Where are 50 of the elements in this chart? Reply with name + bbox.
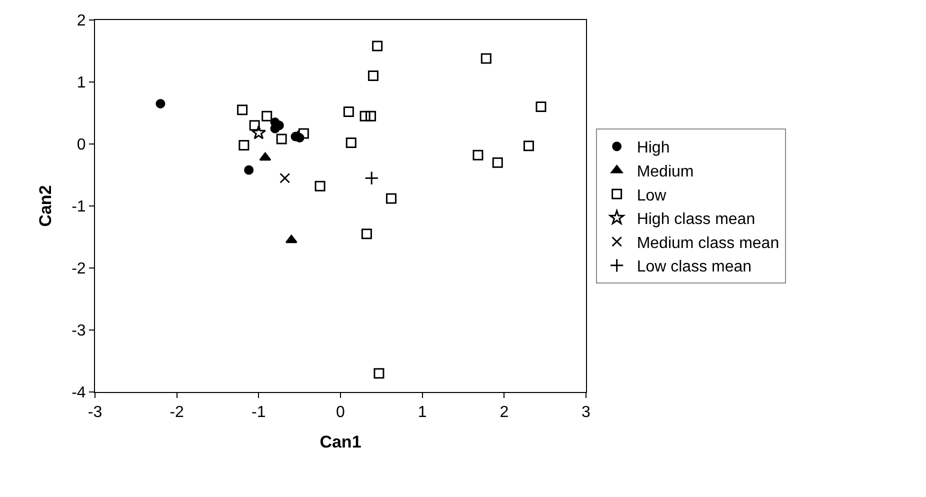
point — [361, 228, 372, 240]
legend-label: Low — [636, 187, 667, 204]
point — [472, 150, 484, 160]
point — [366, 110, 376, 122]
y-tick-label: 0 — [76, 136, 86, 154]
legend-label: Low class mean — [636, 258, 752, 276]
point — [536, 102, 546, 112]
point — [276, 134, 287, 144]
x-tick-label: -2 — [170, 404, 184, 422]
y-tick-label: -3 — [72, 322, 86, 340]
legend-label: High — [636, 140, 670, 157]
point — [298, 128, 309, 139]
point — [480, 53, 492, 64]
point — [343, 106, 354, 118]
point — [360, 110, 370, 122]
x-tick-label: 1 — [418, 404, 427, 422]
y-tick-label: 2 — [76, 12, 86, 30]
point — [492, 157, 503, 168]
y-tick-label: -4 — [72, 384, 86, 402]
x-tick-label: -1 — [252, 404, 266, 422]
point — [372, 40, 383, 52]
point — [237, 104, 248, 116]
point — [285, 234, 298, 244]
legend-label: Medium — [636, 163, 694, 180]
point — [314, 180, 326, 192]
y-tick-label: -2 — [72, 260, 86, 278]
point — [374, 368, 384, 379]
point — [368, 70, 378, 82]
point — [523, 140, 534, 152]
point — [244, 165, 254, 175]
x-tick-label: 3 — [582, 404, 591, 422]
legend-label: High class mean — [636, 211, 756, 228]
point — [156, 98, 166, 108]
point — [238, 140, 250, 150]
legend-label: Medium class mean — [636, 234, 780, 252]
point — [280, 172, 290, 184]
y-axis-title: Can2 — [36, 185, 56, 227]
point — [262, 110, 272, 122]
x-tick-label: 0 — [336, 404, 346, 422]
point — [364, 171, 379, 186]
x-tick-label: 2 — [500, 404, 509, 422]
x-axis-title: Can1 — [320, 432, 362, 452]
point — [386, 193, 396, 204]
point — [251, 125, 266, 140]
point — [249, 120, 260, 131]
y-tick-label: 1 — [76, 74, 86, 92]
x-tick-label: -3 — [88, 404, 102, 422]
y-tick-label: -1 — [72, 198, 86, 216]
point — [346, 138, 356, 148]
point — [259, 152, 272, 161]
